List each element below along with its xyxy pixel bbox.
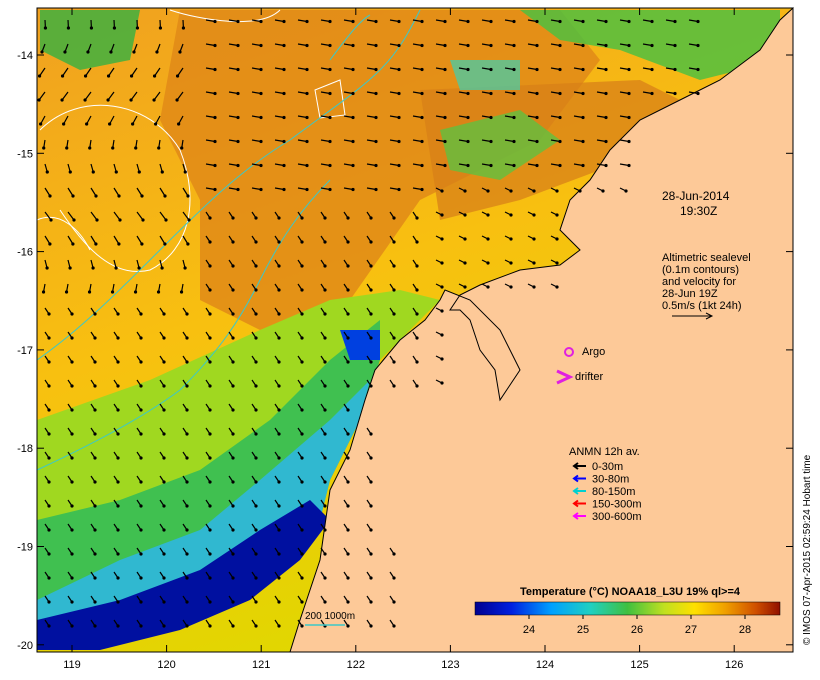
svg-text:and velocity for: and velocity for (662, 276, 736, 288)
drifter-icon (556, 369, 574, 385)
anmn-title: ANMN 12h av. (569, 446, 640, 458)
lat-tick-label: -15 (17, 148, 33, 160)
anmn-legend: ANMN 12h av. 0-30m30-80m80-150m150-300m3… (569, 446, 642, 523)
lon-tick-label: 123 (441, 659, 459, 671)
lon-tick-label: 119 (63, 659, 81, 671)
svg-text:Altimetric sealevel: Altimetric sealevel (662, 252, 751, 264)
colorbar-tick-label: 28 (739, 624, 751, 636)
lat-tick-label: -18 (17, 443, 33, 455)
colorbar-tick-label: 25 (577, 624, 589, 636)
anmn-item-label: 0-30m (592, 461, 623, 473)
depth-legend: 200 1000m (305, 611, 355, 626)
longitude-ticks: 119 120 121 122 123 124 125 126 (63, 8, 743, 671)
map-date: 28-Jun-2014 (662, 189, 730, 203)
svg-text:(0.1m contours): (0.1m contours) (662, 264, 739, 276)
altimetry-note: Altimetric sealevel (0.1m contours) and … (662, 252, 751, 320)
anmn-item-label: 150-300m (592, 499, 642, 511)
colorbar: Temperature (°C) NOAA18_L3U 19% ql>=4 24… (474, 586, 781, 636)
lat-tick-label: -19 (17, 542, 33, 554)
colorbar-tick-label: 26 (631, 624, 643, 636)
land-mass (289, 6, 794, 653)
argo-icon (564, 347, 574, 357)
sealevel-contours (36, 9, 346, 272)
lon-tick-label: 125 (630, 659, 648, 671)
lon-tick-label: 126 (725, 659, 743, 671)
lon-tick-label: 121 (252, 659, 270, 671)
lon-tick-label: 122 (347, 659, 365, 671)
svg-text:28-Jun 19Z: 28-Jun 19Z (662, 288, 718, 300)
copyright-label: © IMOS 07-Apr-2015 02:59:24 Hobart time (802, 454, 813, 645)
velocity-arrows (37, 19, 700, 628)
lon-tick-label: 120 (157, 659, 175, 671)
svg-text:200 1000m: 200 1000m (305, 611, 355, 622)
anmn-item-label: 300-600m (592, 511, 642, 523)
lat-tick-label: -14 (17, 50, 33, 62)
anmn-item-label: 80-150m (592, 486, 635, 498)
svg-text:Argo: Argo (582, 346, 605, 358)
lat-tick-label: -16 (17, 247, 33, 259)
colorbar-tick-label: 24 (523, 624, 535, 636)
lat-tick-label: -17 (17, 345, 33, 357)
colorbar-tick-label: 27 (685, 624, 697, 636)
svg-text:0.5m/s (1kt 24h): 0.5m/s (1kt 24h) (662, 300, 741, 312)
map-frame (36, 7, 794, 653)
argo-legend: Argo (564, 346, 605, 358)
map-time: 19:30Z (680, 204, 717, 218)
lon-tick-label: 124 (536, 659, 554, 671)
anmn-item-label: 30-80m (592, 474, 629, 486)
svg-text:drifter: drifter (575, 371, 603, 383)
drifter-legend: drifter (556, 369, 603, 385)
isobaths (36, 9, 421, 471)
lat-tick-label: -20 (17, 640, 33, 652)
latitude-ticks: -14 -15 -16 -17 -18 -19 -20 (17, 50, 793, 652)
colorbar-title: Temperature (°C) NOAA18_L3U 19% ql>=4 (520, 586, 741, 598)
